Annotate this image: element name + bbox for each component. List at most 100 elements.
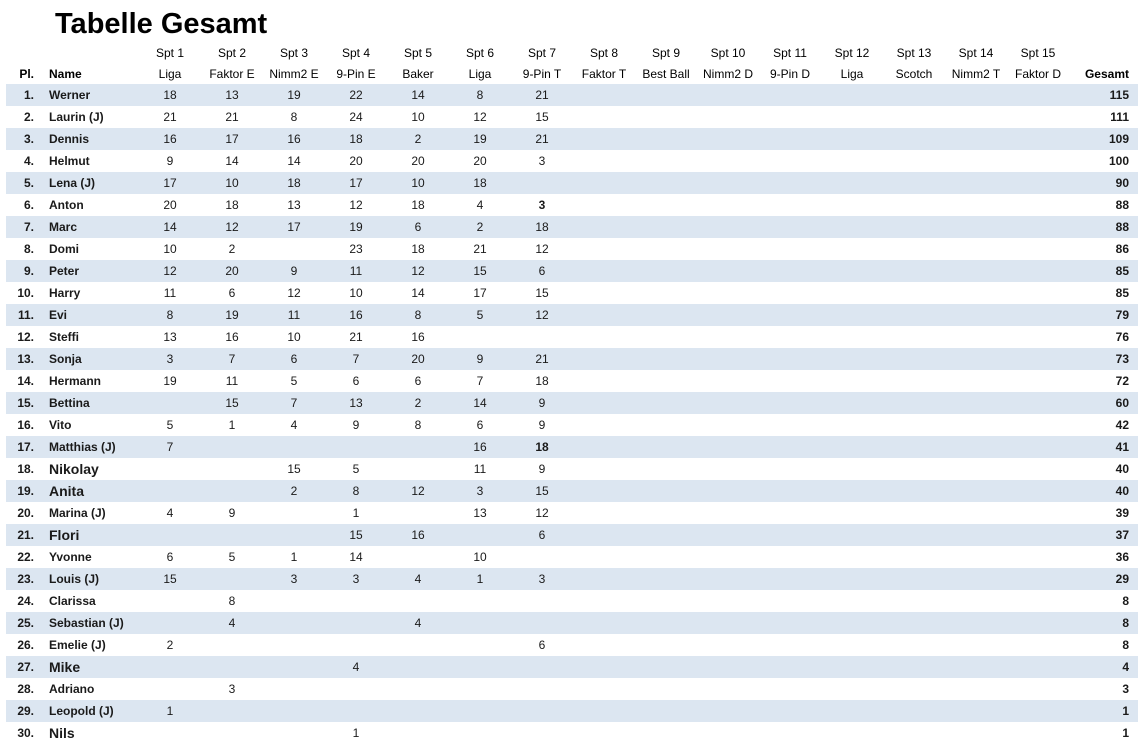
cell-value [635,634,697,656]
cell-value [139,480,201,502]
cell-value [1007,700,1069,722]
cell-value: 16 [349,308,363,322]
cell-value [573,480,635,502]
cell-value: 21 [473,242,487,256]
table-row: 17. Matthias (J) 7 16 18 41 [6,436,1138,458]
cell-name: Hermann [49,374,102,388]
cell-value [1007,260,1069,282]
cell-gesamt: 8 [1122,616,1129,630]
cell-value [697,194,759,216]
cell-value: 12 [535,242,549,256]
cell-value [139,722,201,744]
cell-value: 4 [414,572,422,586]
table-row: 25. Sebastian (J) 4 4 8 [6,612,1138,634]
cell-value: 10 [473,550,487,564]
cell-value [1007,194,1069,216]
cell-value: 11 [163,286,177,300]
cell-place: 21. [17,528,34,542]
header-name: Name [49,66,82,81]
cell-value [263,590,325,612]
cell-value [1007,84,1069,106]
cell-value: 16 [473,440,487,454]
cell-value [263,612,325,634]
cell-value [697,326,759,348]
cell-value [759,392,821,414]
cell-value [139,678,201,700]
cell-value [635,260,697,282]
cell-name: Louis (J) [49,572,99,586]
cell-value [883,700,945,722]
cell-value: 8 [228,594,236,608]
cell-value: 8 [414,308,422,322]
cell-value: 18 [473,176,487,190]
cell-place: 29. [17,704,34,718]
cell-name: Marc [49,220,78,234]
cell-name: Lena (J) [49,176,96,190]
cell-value [883,194,945,216]
cell-value [883,348,945,370]
cell-value [263,656,325,678]
cell-value [883,458,945,480]
cell-value [635,524,697,546]
cell-value: 18 [411,198,425,212]
cell-value: 1 [228,418,236,432]
cell-value [697,414,759,436]
cell-value [573,282,635,304]
cell-value: 19 [349,220,363,234]
header-mode-label: Scotch [895,66,933,81]
cell-value [387,590,449,612]
cell-value [883,678,945,700]
header-spt-label: Spt 13 [896,45,932,60]
table-row: 1. Werner 18 13 19 22 14 8 21 115 [6,84,1138,106]
cell-place: 19. [17,484,34,498]
cell-gesamt: 88 [1115,198,1129,212]
cell-place: 3. [23,132,34,146]
cell-value: 14 [473,396,487,410]
cell-value: 16 [163,132,177,146]
cell-place: 4. [23,154,34,168]
cell-value: 2 [166,638,174,652]
header-mode-label: Nimm2 E [269,66,319,81]
header-mode-label: 9-Pin D [769,66,810,81]
cell-value: 20 [163,198,177,212]
cell-value [697,84,759,106]
cell-value [821,436,883,458]
cell-value [573,546,635,568]
cell-value: 18 [225,198,239,212]
cell-gesamt: 86 [1115,242,1129,256]
cell-value [821,128,883,150]
cell-value [821,722,883,744]
cell-value [573,172,635,194]
cell-value [263,238,325,260]
cell-value [945,370,1007,392]
cell-value [449,634,511,656]
cell-value [759,326,821,348]
cell-value [511,722,573,744]
cell-value [697,524,759,546]
cell-value [945,634,1007,656]
cell-value: 18 [287,176,301,190]
cell-value [697,502,759,524]
cell-place: 8. [23,242,34,256]
cell-value [387,678,449,700]
cell-value [821,150,883,172]
cell-value [883,260,945,282]
cell-value: 15 [535,484,549,498]
cell-value [511,590,573,612]
cell-value [1007,282,1069,304]
cell-value [697,480,759,502]
cell-value [573,458,635,480]
cell-value: 9 [538,396,546,410]
cell-value: 17 [225,132,239,146]
header-mode-label: Faktor D [1014,66,1061,81]
cell-value: 18 [411,242,425,256]
cell-place: 6. [23,198,34,212]
cell-value [945,722,1007,744]
header-gesamt: Gesamt [1084,66,1129,81]
cell-value [883,304,945,326]
cell-value: 19 [473,132,487,146]
table-row: 12. Steffi 13 16 10 21 16 76 [6,326,1138,348]
cell-value [635,502,697,524]
cell-value [697,678,759,700]
table-row: 6. Anton 20 18 13 12 18 4 3 88 [6,194,1138,216]
